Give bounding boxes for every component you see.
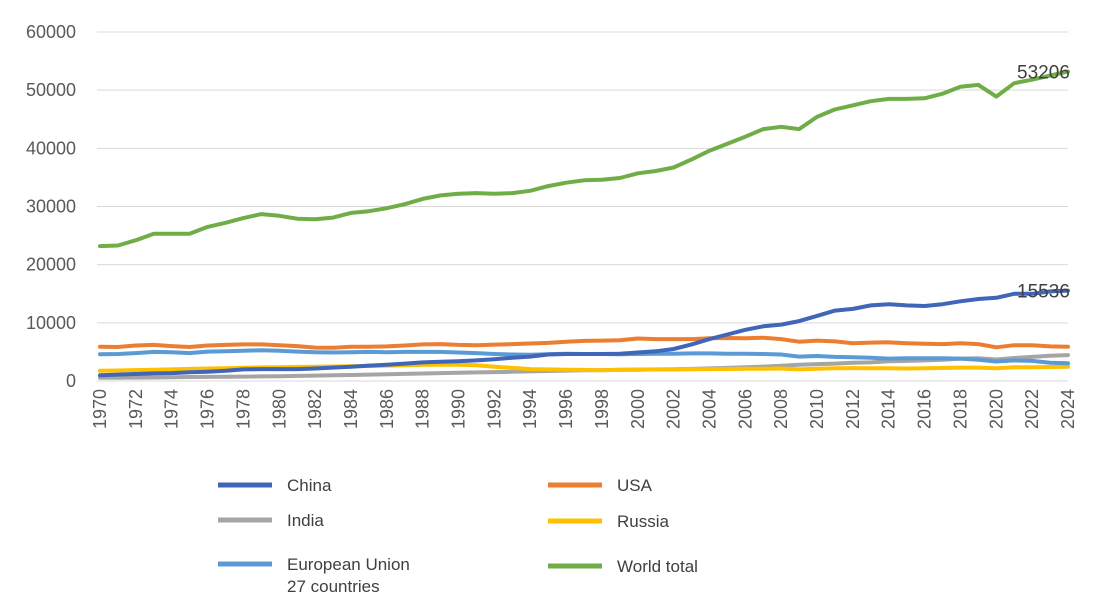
x-tick-label: 2024 [1058, 389, 1078, 429]
x-axis-ticks: 1970 1972 1974 1976 1978 1980 1982 1984 1986 1988… [90, 389, 1078, 429]
series-line-world-total [98, 69, 1070, 249]
y-axis-ticks: 0 10000 20000 30000 40000 50000 60000 [26, 22, 76, 391]
x-tick-label: 2014 [879, 389, 899, 429]
legend-item: World total [548, 557, 698, 576]
x-tick-label: 1988 [413, 389, 433, 429]
x-tick-label: 1972 [126, 389, 146, 429]
y-tick-label: 60000 [26, 22, 76, 42]
x-tick-label: 1976 [198, 389, 218, 429]
data-label: 53206 [1017, 63, 1070, 84]
legend-label: China [287, 476, 332, 495]
x-tick-label: 1986 [377, 389, 397, 429]
y-tick-label: 10000 [26, 313, 76, 333]
x-tick-label: 2010 [807, 389, 827, 429]
y-tick-label: 40000 [26, 138, 76, 158]
x-tick-label: 1970 [90, 389, 110, 429]
y-tick-label: 20000 [26, 255, 76, 275]
legend: China USA India Russia European Union 27 coun… [218, 476, 698, 596]
x-tick-label: 2012 [843, 389, 863, 429]
x-tick-label: 1984 [341, 389, 361, 429]
x-tick-label: 2008 [771, 389, 791, 429]
x-tick-label: 1996 [556, 389, 576, 429]
series-line-usa [98, 335, 1070, 350]
legend-label: 27 countries [287, 577, 380, 596]
x-tick-label: 1990 [449, 389, 469, 429]
legend-label: European Union [287, 555, 410, 574]
legend-label: World total [617, 557, 698, 576]
x-tick-label: 2004 [699, 389, 719, 429]
legend-item: USA [548, 476, 653, 495]
x-tick-label: 2022 [1022, 389, 1042, 429]
x-tick-label: 1992 [484, 389, 504, 429]
x-tick-label: 2020 [986, 389, 1006, 429]
x-tick-label: 2002 [664, 389, 684, 429]
x-tick-label: 2016 [915, 389, 935, 429]
x-tick-label: 2000 [628, 389, 648, 429]
x-tick-label: 1994 [520, 389, 540, 429]
x-tick-label: 2018 [950, 389, 970, 429]
legend-item: India [218, 511, 324, 530]
x-tick-label: 1998 [592, 389, 612, 429]
data-label: 15536 [1017, 282, 1070, 303]
series-lines [98, 69, 1070, 380]
legend-item: China [218, 476, 332, 495]
y-tick-label: 50000 [26, 80, 76, 100]
x-tick-label: 1978 [233, 389, 253, 429]
legend-item: European Union 27 countries [218, 555, 410, 596]
legend-label: Russia [617, 512, 670, 531]
x-tick-label: 1974 [162, 389, 182, 429]
legend-item: Russia [548, 512, 670, 531]
legend-label: USA [617, 476, 653, 495]
x-tick-label: 1980 [269, 389, 289, 429]
legend-label: India [287, 511, 324, 530]
y-tick-label: 30000 [26, 197, 76, 217]
gridlines [97, 31, 1068, 382]
x-tick-label: 2006 [735, 389, 755, 429]
x-tick-label: 1982 [305, 389, 325, 429]
series-line-china [98, 288, 1070, 378]
annotations: 53206 15536 [1017, 63, 1070, 303]
y-tick-label: 0 [66, 371, 76, 391]
